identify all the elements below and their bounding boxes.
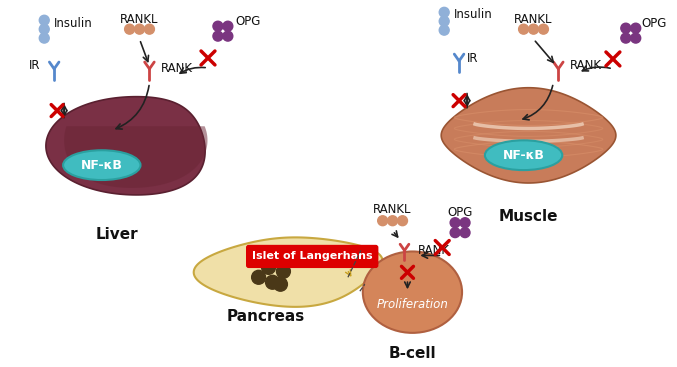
Circle shape bbox=[252, 270, 265, 284]
Polygon shape bbox=[194, 237, 383, 307]
Text: RANK: RANK bbox=[570, 59, 603, 72]
Circle shape bbox=[388, 216, 397, 226]
Circle shape bbox=[439, 16, 449, 26]
Circle shape bbox=[439, 25, 449, 35]
Circle shape bbox=[439, 7, 449, 17]
Circle shape bbox=[223, 31, 233, 41]
Circle shape bbox=[450, 228, 460, 237]
Text: RANKL: RANKL bbox=[373, 203, 412, 216]
Circle shape bbox=[460, 228, 470, 237]
Text: Insulin: Insulin bbox=[454, 8, 493, 21]
Circle shape bbox=[276, 264, 290, 278]
Circle shape bbox=[259, 252, 273, 266]
Circle shape bbox=[144, 24, 154, 34]
Text: Muscle: Muscle bbox=[499, 209, 559, 224]
Polygon shape bbox=[64, 126, 207, 188]
Text: RANK: RANK bbox=[418, 244, 450, 257]
Circle shape bbox=[39, 15, 49, 25]
Circle shape bbox=[460, 218, 470, 228]
Text: NF-κB: NF-κB bbox=[502, 149, 544, 162]
Text: IR: IR bbox=[29, 59, 40, 72]
Circle shape bbox=[621, 23, 631, 33]
Ellipse shape bbox=[63, 150, 141, 180]
Ellipse shape bbox=[485, 140, 563, 170]
Circle shape bbox=[213, 21, 223, 31]
Text: OPG: OPG bbox=[642, 17, 667, 30]
Circle shape bbox=[261, 261, 276, 274]
Text: IR: IR bbox=[467, 52, 479, 65]
Polygon shape bbox=[46, 97, 205, 195]
Circle shape bbox=[39, 33, 49, 43]
Circle shape bbox=[631, 23, 640, 33]
Text: B-cell: B-cell bbox=[389, 346, 436, 361]
Circle shape bbox=[274, 277, 288, 291]
Circle shape bbox=[265, 275, 280, 289]
Text: Proliferation: Proliferation bbox=[376, 298, 448, 310]
Text: Islet of Langerhans: Islet of Langerhans bbox=[252, 251, 372, 261]
Circle shape bbox=[621, 33, 631, 43]
Text: NF-κB: NF-κB bbox=[81, 159, 123, 172]
Circle shape bbox=[529, 24, 538, 34]
Circle shape bbox=[135, 24, 144, 34]
Text: Insulin: Insulin bbox=[54, 17, 93, 30]
Circle shape bbox=[519, 24, 529, 34]
Text: RANKL: RANKL bbox=[121, 13, 159, 26]
Circle shape bbox=[631, 33, 640, 43]
Circle shape bbox=[39, 24, 49, 34]
FancyBboxPatch shape bbox=[246, 246, 378, 268]
Text: Pancreas: Pancreas bbox=[226, 309, 305, 324]
Circle shape bbox=[397, 216, 408, 226]
Circle shape bbox=[450, 218, 460, 228]
Circle shape bbox=[223, 21, 233, 31]
Polygon shape bbox=[441, 88, 616, 183]
Text: RANK: RANK bbox=[161, 62, 194, 75]
Circle shape bbox=[378, 216, 388, 226]
Ellipse shape bbox=[363, 251, 462, 333]
Text: OPG: OPG bbox=[447, 206, 473, 219]
Circle shape bbox=[213, 31, 223, 41]
Text: OPG: OPG bbox=[236, 15, 261, 28]
Text: Liver: Liver bbox=[95, 227, 138, 242]
Circle shape bbox=[125, 24, 135, 34]
Text: RANKL: RANKL bbox=[515, 13, 552, 26]
Circle shape bbox=[538, 24, 548, 34]
